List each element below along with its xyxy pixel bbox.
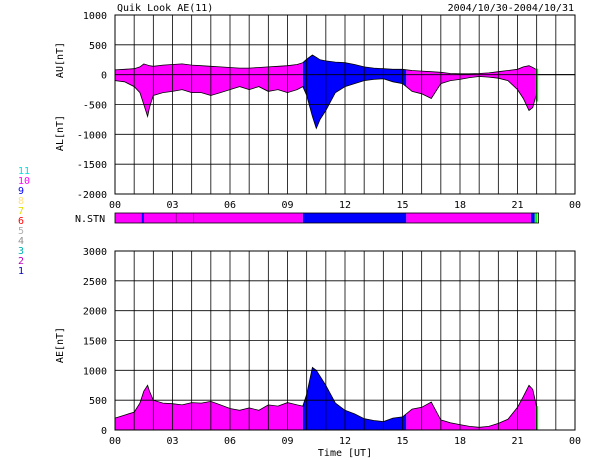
x-tick-label: 03 <box>166 200 178 211</box>
station-count-bar <box>114 212 539 224</box>
station-segment-magenta <box>406 213 531 223</box>
station-segment-green <box>534 213 538 223</box>
x-tick-label: 09 <box>281 436 293 447</box>
ae-axis-label: AE[nT] <box>55 327 66 363</box>
station-legend-item: 7 <box>18 206 24 217</box>
station-legend-item: 4 <box>18 236 24 247</box>
x-tick-label: 00 <box>569 200 581 211</box>
station-legend-item: 11 <box>18 166 30 177</box>
series-0-line <box>114 54 537 75</box>
x-tick-label: 12 <box>339 200 351 211</box>
date-range: 2004/10/30-2004/10/31 <box>448 3 574 14</box>
y-tick-label: 1000 <box>83 11 107 22</box>
x-tick-label: 06 <box>224 436 236 447</box>
y-tick-label: 0 <box>101 426 107 437</box>
station-legend-item: 3 <box>18 246 24 257</box>
x-tick-label: 00 <box>109 436 121 447</box>
x-tick-label: 18 <box>454 436 466 447</box>
station-legend-item: 6 <box>18 216 24 227</box>
y-tick-label: 2000 <box>83 307 107 318</box>
station-bar-frame <box>114 212 539 224</box>
y-tick-label: 0 <box>101 71 107 82</box>
al-axis-label: AL[nT] <box>55 115 66 151</box>
y-tick-label: -1500 <box>77 160 107 171</box>
station-bar-label: N.STN <box>75 214 105 225</box>
station-segment-magenta <box>115 213 303 223</box>
station-segment-blue <box>530 213 535 223</box>
plot-frame <box>114 14 576 195</box>
y-tick-label: 1500 <box>83 337 107 348</box>
x-tick-label: 00 <box>109 200 121 211</box>
x-tick-label: 12 <box>339 436 351 447</box>
station-segment-blue <box>141 213 144 223</box>
station-segment-blue <box>302 213 407 223</box>
y-tick-label: 3000 <box>83 247 107 258</box>
y-tick-label: -500 <box>83 101 107 112</box>
y-tick-label: 500 <box>89 41 107 52</box>
time-axis-label: Time [UT] <box>318 448 372 459</box>
x-tick-label: 00 <box>569 436 581 447</box>
station-legend-item: 5 <box>18 226 24 237</box>
y-tick-label: 2500 <box>83 277 107 288</box>
x-tick-label: 15 <box>396 200 408 211</box>
station-legend-item: 8 <box>18 196 24 207</box>
au-axis-label: AU[nT] <box>55 42 66 78</box>
x-tick-label: 15 <box>396 436 408 447</box>
y-tick-label: 1000 <box>83 366 107 377</box>
x-tick-label: 06 <box>224 200 236 211</box>
y-tick-label: -2000 <box>77 190 107 201</box>
y-tick-label: 500 <box>89 396 107 407</box>
x-tick-label: 21 <box>511 436 523 447</box>
y-tick-label: -1000 <box>77 130 107 141</box>
station-legend-item: 1 <box>18 266 24 277</box>
station-legend-item: 9 <box>18 186 24 197</box>
station-legend-item: 2 <box>18 256 24 267</box>
series-1-line <box>114 76 538 130</box>
x-tick-label: 18 <box>454 200 466 211</box>
station-legend-item: 10 <box>18 176 30 187</box>
plot-frame <box>114 250 576 431</box>
x-tick-label: 21 <box>511 200 523 211</box>
x-tick-label: 03 <box>166 436 178 447</box>
x-tick-label: 09 <box>281 200 293 211</box>
chart-title: Quik Look AE(11) <box>117 3 213 14</box>
